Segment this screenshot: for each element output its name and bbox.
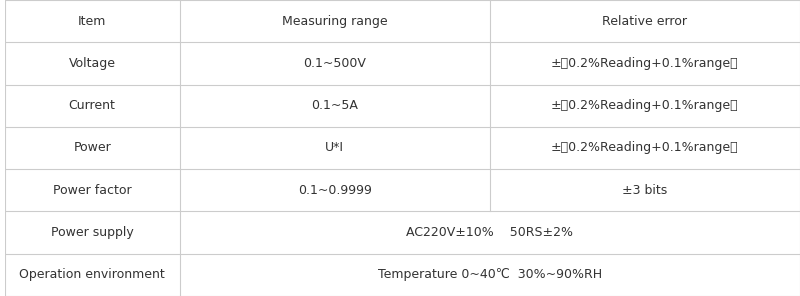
Text: 0.1~0.9999: 0.1~0.9999 (298, 184, 372, 197)
Text: ±3 bits: ±3 bits (622, 184, 667, 197)
Text: ±（0.2%Reading+0.1%range）: ±（0.2%Reading+0.1%range） (551, 141, 738, 155)
Text: Measuring range: Measuring range (282, 15, 387, 28)
Text: Relative error: Relative error (602, 15, 687, 28)
Text: Power factor: Power factor (53, 184, 131, 197)
Text: Power supply: Power supply (50, 226, 134, 239)
Text: U*I: U*I (326, 141, 344, 155)
Text: 0.1~500V: 0.1~500V (303, 57, 366, 70)
Text: Item: Item (78, 15, 106, 28)
Text: ±（0.2%Reading+0.1%range）: ±（0.2%Reading+0.1%range） (551, 57, 738, 70)
Text: Power: Power (74, 141, 111, 155)
Text: Voltage: Voltage (69, 57, 116, 70)
Text: ±（0.2%Reading+0.1%range）: ±（0.2%Reading+0.1%range） (551, 99, 738, 112)
Text: Current: Current (69, 99, 115, 112)
Text: AC220V±10%    50RS±2%: AC220V±10% 50RS±2% (406, 226, 574, 239)
Text: Operation environment: Operation environment (19, 268, 165, 281)
Text: 0.1~5A: 0.1~5A (311, 99, 358, 112)
Text: Temperature 0~40℃  30%~90%RH: Temperature 0~40℃ 30%~90%RH (378, 268, 602, 281)
